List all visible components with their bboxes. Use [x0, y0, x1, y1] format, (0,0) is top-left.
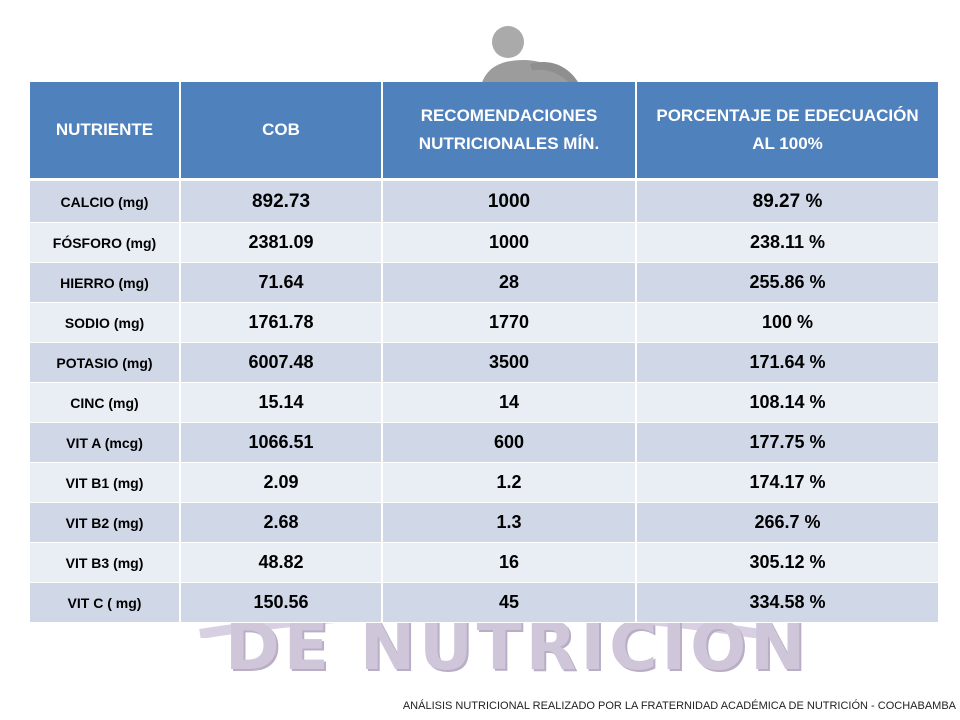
percentage-value: 100 % [636, 302, 938, 343]
cob-value: 1066.51 [180, 422, 383, 463]
percentage-value: 255.86 % [636, 262, 938, 303]
table-row: VIT B2 (mg) 2.68 1.3 266.7 % [30, 502, 938, 543]
recommendation-value: 1.2 [382, 462, 637, 503]
nutrition-table-container: NUTRIENTE COB RECOMENDACIONES NUTRICIONA… [30, 82, 938, 623]
percentage-value: 238.11 % [636, 222, 938, 263]
recommendation-value: 28 [382, 262, 637, 303]
recommendation-value: 600 [382, 422, 637, 463]
percentage-value: 171.64 % [636, 342, 938, 383]
percentage-value: 174.17 % [636, 462, 938, 503]
cob-value: 2381.09 [180, 222, 383, 263]
table-row: VIT A (mcg) 1066.51 600 177.75 % [30, 422, 938, 463]
nutrient-name: CALCIO (mg) [30, 179, 181, 223]
header-nutriente: NUTRIENTE [30, 82, 181, 181]
recommendation-value: 16 [382, 542, 637, 583]
recommendation-value: 3500 [382, 342, 637, 383]
recommendation-value: 1.3 [382, 502, 637, 543]
nutrition-table: NUTRIENTE COB RECOMENDACIONES NUTRICIONA… [30, 82, 938, 623]
table-row: VIT B1 (mg) 2.09 1.2 174.17 % [30, 462, 938, 503]
cob-value: 48.82 [180, 542, 383, 583]
nutrient-name: VIT C ( mg) [30, 582, 181, 623]
cob-value: 1761.78 [180, 302, 383, 343]
table-row: HIERRO (mg) 71.64 28 255.86 % [30, 262, 938, 303]
nutrient-name: VIT B2 (mg) [30, 502, 181, 543]
nutrient-name: VIT A (mcg) [30, 422, 181, 463]
cob-value: 150.56 [180, 582, 383, 623]
footer-credit: ANÁLISIS NUTRICIONAL REALIZADO POR LA FR… [402, 700, 956, 712]
recommendation-value: 14 [382, 382, 637, 423]
header-recomendaciones: RECOMENDACIONES NUTRICIONALES MÍN. [382, 82, 637, 181]
cob-value: 6007.48 [180, 342, 383, 383]
cob-value: 2.09 [180, 462, 383, 503]
table-row: CINC (mg) 15.14 14 108.14 % [30, 382, 938, 423]
table-row: CALCIO (mg) 892.73 1000 89.27 % [30, 179, 938, 223]
percentage-value: 89.27 % [636, 179, 938, 223]
header-cob: COB [180, 82, 383, 181]
recommendation-value: 1770 [382, 302, 637, 343]
nutrient-name: CINC (mg) [30, 382, 181, 423]
percentage-value: 334.58 % [636, 582, 938, 623]
nutrient-name: SODIO (mg) [30, 302, 181, 343]
recommendation-value: 1000 [382, 222, 637, 263]
nutrient-name: VIT B3 (mg) [30, 542, 181, 583]
percentage-value: 177.75 % [636, 422, 938, 463]
table-row: VIT C ( mg) 150.56 45 334.58 % [30, 582, 938, 623]
table-row: POTASIO (mg) 6007.48 3500 171.64 % [30, 342, 938, 383]
table-row: SODIO (mg) 1761.78 1770 100 % [30, 302, 938, 343]
nutrient-name: FÓSFORO (mg) [30, 222, 181, 263]
percentage-value: 108.14 % [636, 382, 938, 423]
cob-value: 15.14 [180, 382, 383, 423]
percentage-value: 266.7 % [636, 502, 938, 543]
nutrient-name: VIT B1 (mg) [30, 462, 181, 503]
recommendation-value: 45 [382, 582, 637, 623]
recommendation-value: 1000 [382, 179, 637, 223]
header-porcentaje: PORCENTAJE DE EDECUACIÓN AL 100% [636, 82, 938, 181]
cob-value: 892.73 [180, 179, 383, 223]
percentage-value: 305.12 % [636, 542, 938, 583]
watermark-text: DE NUTRICIÓN [225, 608, 810, 685]
table-row: FÓSFORO (mg) 2381.09 1000 238.11 % [30, 222, 938, 263]
person-silhouette-icon [480, 26, 578, 90]
table-row: VIT B3 (mg) 48.82 16 305.12 % [30, 542, 938, 583]
nutrient-name: POTASIO (mg) [30, 342, 181, 383]
table-header-row: NUTRIENTE COB RECOMENDACIONES NUTRICIONA… [30, 82, 938, 181]
cob-value: 71.64 [180, 262, 383, 303]
cob-value: 2.68 [180, 502, 383, 543]
nutrient-name: HIERRO (mg) [30, 262, 181, 303]
